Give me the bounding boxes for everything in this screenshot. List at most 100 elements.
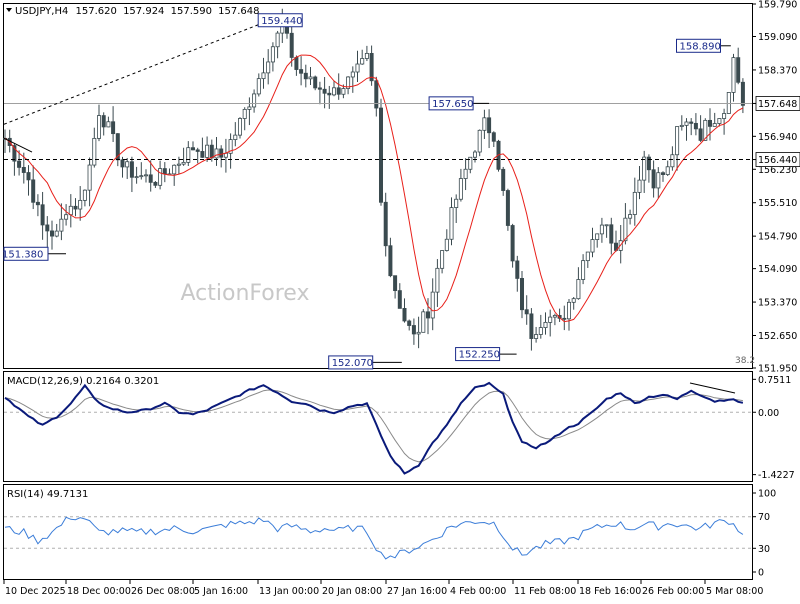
macd-trend-line — [689, 382, 736, 394]
candle — [21, 152, 26, 184]
candle-body — [369, 52, 374, 82]
candle — [604, 224, 609, 238]
candle-body — [97, 115, 102, 139]
candle-body — [327, 92, 332, 96]
candle — [552, 313, 557, 326]
candle-body — [162, 168, 167, 175]
candle-body — [628, 214, 633, 219]
candle — [491, 131, 496, 147]
candle-body — [374, 80, 379, 109]
candle — [256, 73, 261, 97]
candle — [153, 180, 158, 188]
candle — [336, 73, 341, 100]
candle — [708, 108, 713, 141]
ohlc-open: 157.620 — [76, 6, 117, 17]
y-axis-ticks: 159.790 159.090 158.370 157.648 156.940 156.2… — [752, 0, 800, 579]
candle — [670, 146, 675, 171]
candle-body — [703, 119, 708, 141]
candle-body — [407, 320, 412, 326]
candle-body — [454, 198, 459, 208]
candle — [331, 80, 336, 97]
candle-body — [661, 172, 666, 175]
candle — [684, 118, 689, 141]
candle-body — [186, 147, 191, 163]
candle-body — [294, 57, 299, 70]
x-tick-label: 26 Feb 00:00 — [642, 586, 704, 597]
candle — [148, 160, 153, 192]
candle-body — [383, 201, 388, 247]
candle-body — [78, 199, 83, 210]
candle — [327, 85, 332, 109]
candle-body — [303, 72, 308, 80]
candle — [54, 223, 59, 238]
price-label-box — [3, 246, 49, 261]
candle-body — [670, 154, 675, 168]
candle — [642, 150, 647, 193]
candle-body — [139, 175, 144, 178]
candle-body — [487, 117, 492, 134]
price-label-box — [328, 355, 374, 370]
candle — [632, 177, 637, 226]
candle-body — [567, 301, 572, 320]
candle — [458, 168, 463, 202]
candle-body — [237, 118, 242, 136]
candle-body — [548, 316, 553, 323]
price-tick: 159.790 — [758, 0, 797, 11]
candle — [425, 298, 430, 335]
candle-body — [341, 88, 346, 95]
price-label-box — [455, 347, 501, 362]
x-tick-label: 5 Mar 08:00 — [706, 586, 763, 597]
candle — [87, 157, 92, 207]
candle — [548, 309, 553, 337]
candle-body — [430, 291, 435, 319]
candle-body — [590, 239, 595, 253]
candle-body — [129, 161, 134, 178]
candle — [364, 45, 369, 62]
dropdown-arrow-icon[interactable] — [6, 8, 12, 12]
candle-body — [308, 76, 313, 80]
candle-body — [712, 123, 717, 127]
candle — [158, 160, 163, 190]
candle — [510, 223, 515, 268]
candle-body — [477, 129, 482, 153]
candle — [17, 150, 22, 176]
candle — [637, 166, 642, 200]
macd-tick: 0.7511 — [758, 375, 791, 386]
candle — [125, 157, 130, 179]
candle-body — [515, 260, 520, 279]
candle — [266, 49, 271, 85]
candle — [543, 312, 548, 335]
candle-body — [223, 152, 228, 158]
candle-body — [31, 179, 36, 203]
candle — [393, 275, 398, 299]
candle — [520, 270, 525, 319]
candle — [120, 156, 125, 178]
candle — [181, 147, 186, 166]
candle — [656, 167, 661, 199]
rsi-layer — [4, 516, 752, 560]
candle-body — [172, 164, 177, 175]
candle — [350, 66, 355, 93]
candle — [468, 156, 473, 174]
candle-body — [322, 88, 327, 94]
candle-body — [731, 57, 736, 93]
macd-title: MACD(12,26,9) 0.2164 0.3201 — [7, 376, 159, 387]
candle — [313, 75, 318, 91]
candle-body — [120, 159, 125, 168]
candle — [698, 115, 703, 142]
candle-body — [599, 224, 604, 235]
candle-body — [111, 121, 116, 135]
candle-body — [646, 156, 651, 171]
candle-body — [609, 224, 614, 244]
candle — [440, 250, 445, 274]
price-tick: 158.370 — [758, 65, 797, 76]
rsi-tick: 30 — [758, 544, 770, 555]
price-tick: 153.370 — [758, 298, 797, 309]
current-price-box — [755, 152, 800, 167]
candle-body — [54, 230, 59, 237]
price-header: USDJPY,H4 157.620 157.924 157.590 157.64… — [6, 6, 260, 17]
candle — [78, 186, 83, 221]
candle-body — [73, 205, 78, 210]
candle-body — [679, 124, 684, 127]
watermark: ActionForex — [181, 281, 310, 306]
